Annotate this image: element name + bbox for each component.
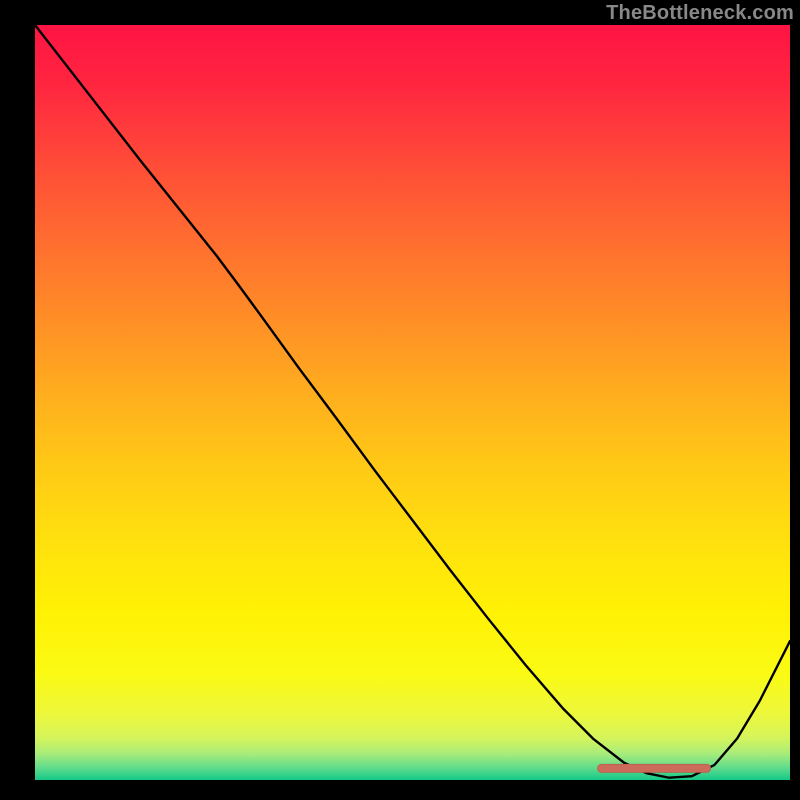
plot-background	[35, 25, 790, 780]
flat-segment-marker	[597, 764, 710, 772]
watermark-text: TheBottleneck.com	[606, 2, 794, 25]
chart-container: TheBottleneck.com	[0, 0, 800, 800]
chart-svg	[0, 0, 800, 800]
